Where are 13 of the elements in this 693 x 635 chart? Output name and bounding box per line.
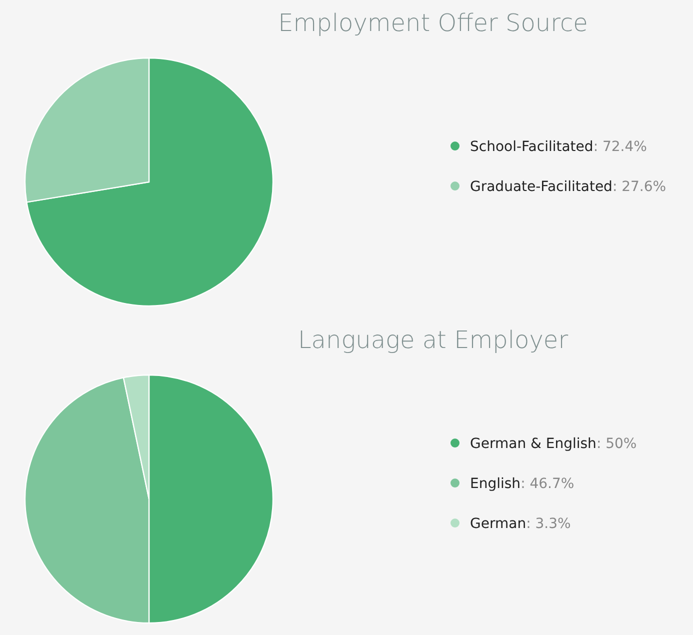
- legend-label: German: [470, 516, 526, 532]
- data-label: : 3.3%: [526, 516, 571, 532]
- legend-label: Graduate-Facilitated: [470, 179, 612, 195]
- legend-label: German & English: [470, 436, 596, 452]
- data-label: : 50%: [596, 436, 637, 452]
- data-label: : 72.4%: [593, 139, 647, 155]
- pie-slice: [26, 57, 274, 307]
- chart-title: Employment Offer Source: [278, 9, 588, 37]
- data-label: : 27.6%: [612, 179, 666, 195]
- legend-label: School-Facilitated: [470, 139, 594, 155]
- data-label: : 46.7%: [520, 476, 574, 492]
- legend-label: English: [470, 476, 521, 492]
- chart-title: Language at Employer: [298, 326, 568, 354]
